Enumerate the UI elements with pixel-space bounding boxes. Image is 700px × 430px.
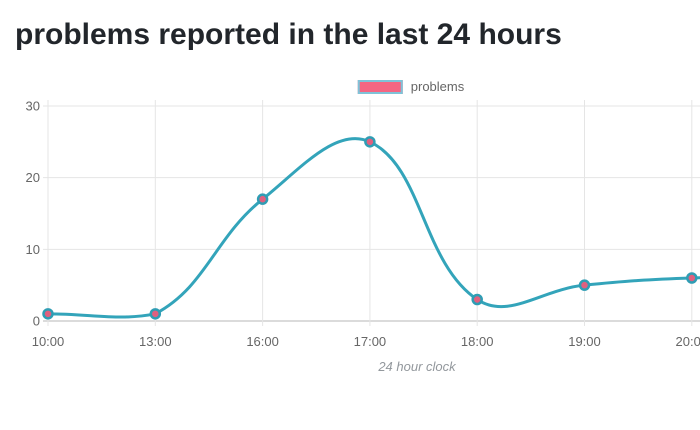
x-tick-label: 20:00 [676,334,700,349]
data-point[interactable] [364,136,376,148]
data-point[interactable] [42,308,54,320]
data-point[interactable] [686,272,698,284]
x-tick-label: 16:00 [246,334,279,349]
chart-title: problems reported in the last 24 hours [15,18,562,51]
data-point[interactable] [578,279,591,291]
x-tick-label: 19:00 [568,334,601,349]
y-tick-label: 20 [26,170,40,185]
x-tick-label: 18:00 [461,334,494,349]
legend-item-problems[interactable]: problems [357,79,465,94]
data-point[interactable] [149,308,162,320]
x-axis-title: 24 hour clock [377,359,457,374]
x-tick-label: 10:00 [32,334,65,349]
x-tick-label: 17:00 [354,334,387,349]
legend-swatch [357,79,403,94]
data-point[interactable] [256,193,269,205]
y-tick-label: 0 [33,314,40,329]
x-tick-label: 13:00 [139,334,172,349]
data-point[interactable] [471,293,483,306]
y-tick-label: 30 [26,98,40,113]
y-tick-label: 10 [26,242,40,257]
legend-label: problems [410,79,465,94]
series-line-problems [46,137,700,319]
